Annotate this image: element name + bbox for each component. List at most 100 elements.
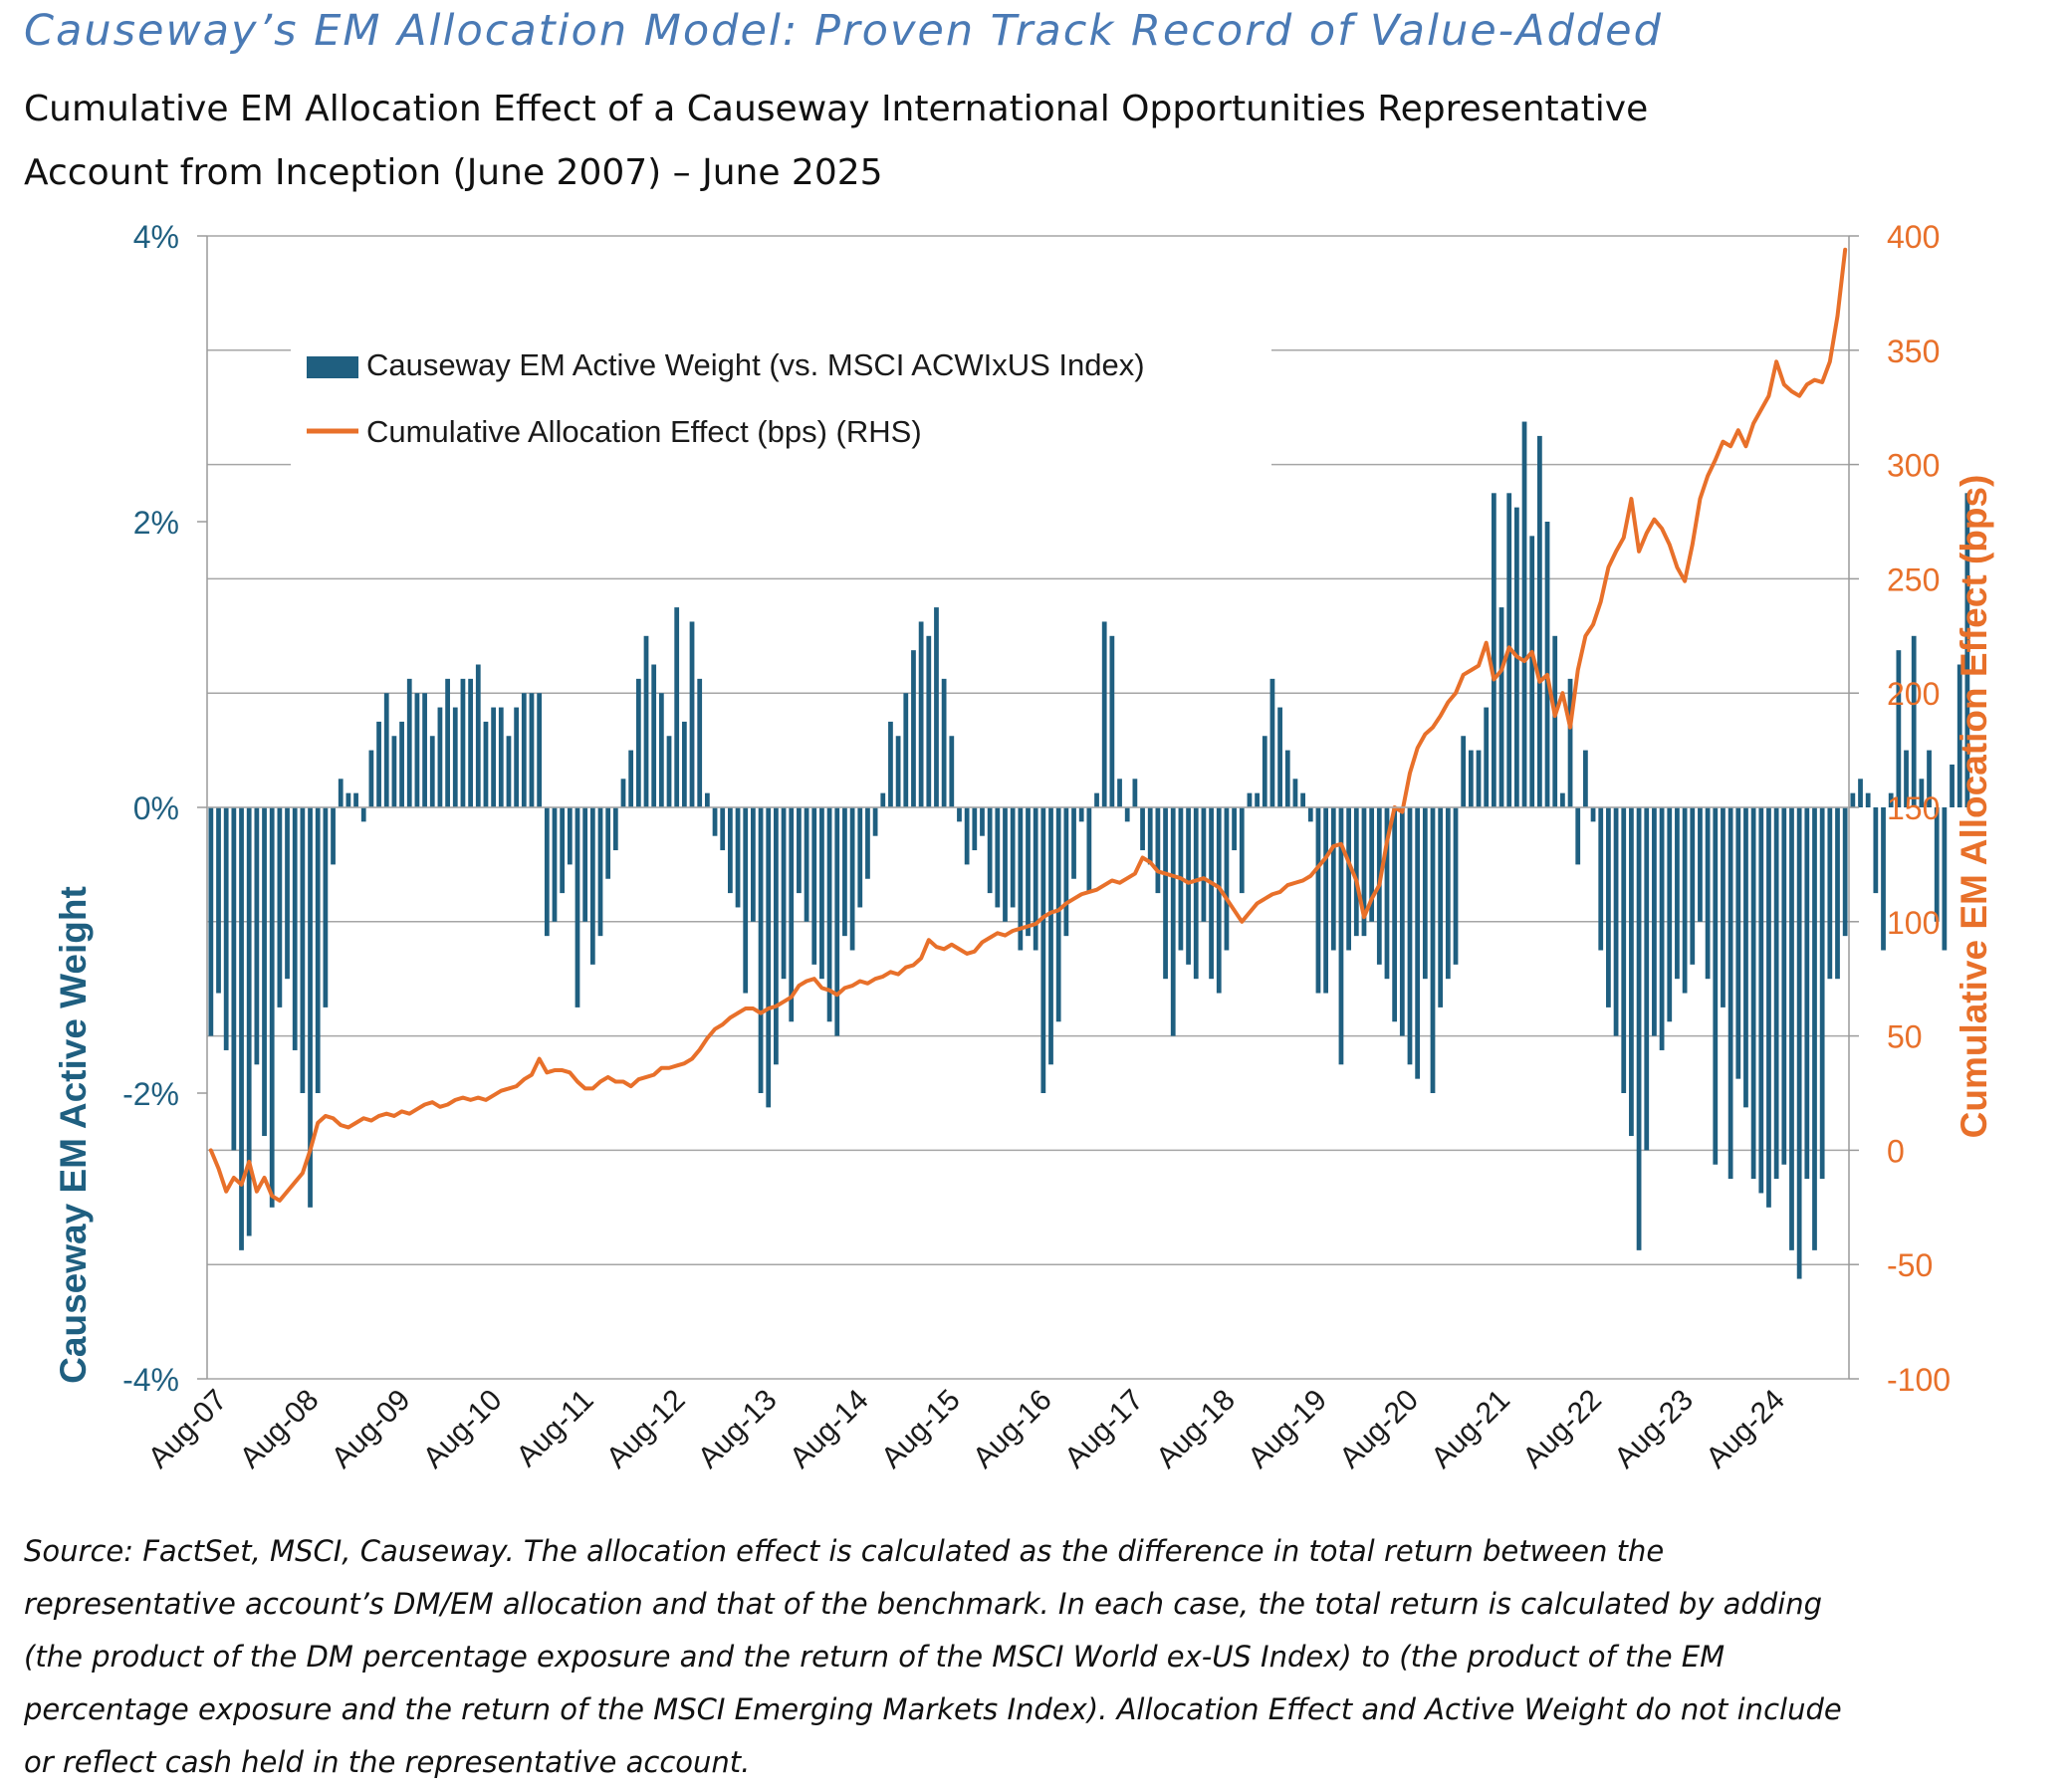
active-weight-bar	[1384, 807, 1390, 980]
active-weight-bar	[697, 678, 703, 807]
active-weight-bar	[1155, 807, 1161, 894]
x-tick-label: Aug-14	[784, 1384, 875, 1475]
active-weight-bar	[1415, 807, 1421, 1079]
active-weight-bar	[514, 707, 520, 807]
active-weight-bar	[1186, 807, 1191, 965]
active-weight-bar	[1750, 807, 1756, 1180]
active-weight-bar	[728, 807, 733, 894]
active-weight-bar	[1613, 807, 1619, 1036]
active-weight-bar	[743, 807, 749, 994]
active-weight-bar	[1010, 807, 1016, 908]
active-weight-bar	[1842, 807, 1848, 937]
active-weight-bar	[1453, 807, 1459, 965]
active-weight-bar	[383, 693, 389, 807]
active-weight-bar	[468, 678, 473, 807]
active-weight-bar	[262, 807, 267, 1137]
x-tick-label: Aug-09	[326, 1384, 417, 1475]
active-weight-bar	[972, 807, 978, 851]
x-tick-label: Aug-17	[1058, 1384, 1150, 1475]
active-weight-bar	[1101, 621, 1107, 807]
active-weight-bar	[582, 807, 588, 922]
right-tick-label: 50	[1887, 1019, 1923, 1055]
active-weight-bar	[1690, 807, 1696, 965]
x-tick-label: Aug-08	[234, 1384, 326, 1475]
active-weight-bar	[934, 607, 939, 807]
right-tick-label: 300	[1887, 448, 1940, 484]
active-weight-bar	[1865, 792, 1871, 807]
active-weight-bar	[1567, 678, 1573, 807]
active-weight-bar	[1796, 807, 1802, 1279]
x-tick-label: Aug-19	[1242, 1384, 1333, 1475]
active-weight-bar	[1055, 807, 1061, 1022]
active-weight-bar	[1521, 421, 1527, 807]
active-weight-bar	[560, 807, 566, 894]
active-weight-bar	[1484, 707, 1490, 807]
x-tick-label: Aug-13	[692, 1384, 784, 1475]
active-weight-bar	[819, 807, 824, 980]
active-weight-bar	[1284, 750, 1290, 807]
active-weight-bar	[1407, 807, 1413, 1065]
active-weight-bar	[949, 736, 955, 807]
active-weight-bar	[766, 807, 772, 1108]
active-weight-bar	[544, 807, 550, 937]
active-weight-bar	[987, 807, 993, 894]
active-weight-bar	[1927, 750, 1932, 807]
active-weight-bar	[1147, 807, 1153, 865]
active-weight-bar	[1033, 807, 1038, 951]
active-weight-bar	[1269, 678, 1275, 807]
active-weight-bar	[918, 621, 924, 807]
active-weight-bar	[391, 736, 397, 807]
active-weight-bar	[1163, 807, 1168, 980]
active-weight-bar	[1353, 807, 1359, 937]
active-weight-bar	[1361, 807, 1367, 937]
active-weight-bar	[995, 807, 1001, 908]
x-tick-label: Aug-10	[417, 1384, 509, 1475]
active-weight-bar	[651, 664, 657, 807]
active-weight-bar	[1003, 807, 1008, 922]
active-weight-bar	[216, 807, 221, 994]
active-weight-bar	[338, 779, 344, 807]
active-weight-bar	[842, 807, 847, 937]
active-weight-bar	[1071, 807, 1076, 879]
active-weight-bar	[612, 807, 618, 851]
active-weight-bar	[1827, 807, 1833, 980]
active-weight-bar	[1232, 807, 1237, 851]
active-weight-bar	[1934, 807, 1940, 922]
active-weight-bar	[1277, 707, 1282, 807]
active-weight-bar	[857, 807, 863, 908]
left-axis-title: Causeway EM Active Weight	[53, 886, 94, 1384]
active-weight-bar	[1919, 779, 1925, 807]
active-weight-bar	[1575, 807, 1581, 865]
active-weight-bar	[1476, 750, 1482, 807]
active-weight-bar	[589, 807, 595, 965]
active-weight-bar	[1399, 807, 1405, 1036]
active-weight-bar	[674, 607, 680, 807]
active-weight-bar	[1873, 807, 1879, 894]
legend-line-label: Cumulative Allocation Effect (bps) (RHS)	[366, 414, 922, 449]
active-weight-bar	[399, 721, 404, 807]
active-weight-bar	[980, 807, 985, 836]
active-weight-bar	[1896, 650, 1902, 807]
x-tick-label: Aug-11	[510, 1384, 599, 1473]
right-tick-label: 100	[1887, 905, 1940, 941]
active-weight-bar	[1858, 779, 1863, 807]
active-weight-bar	[460, 678, 466, 807]
active-weight-bar	[1193, 807, 1199, 980]
left-tick-label: -2%	[122, 1076, 179, 1112]
x-tick-label: Aug-16	[967, 1384, 1058, 1475]
active-weight-bar	[1307, 807, 1313, 822]
active-weight-bar	[437, 707, 443, 807]
active-weight-bar	[957, 807, 962, 822]
x-tick-label: Aug-23	[1608, 1384, 1700, 1475]
active-weight-bar	[1698, 807, 1703, 922]
active-weight-bar	[353, 792, 358, 807]
active-weight-bar	[1292, 779, 1298, 807]
active-weight-bar	[1422, 807, 1428, 980]
active-weight-bar	[1964, 493, 1970, 807]
active-weight-bar	[429, 736, 435, 807]
active-weight-bar	[1430, 807, 1436, 1093]
active-weight-bar	[1950, 764, 1955, 807]
left-tick-label: 4%	[133, 219, 179, 255]
source-footnote: Source: FactSet, MSCI, Causeway. The all…	[24, 1534, 1842, 1779]
active-weight-bar	[964, 807, 970, 865]
